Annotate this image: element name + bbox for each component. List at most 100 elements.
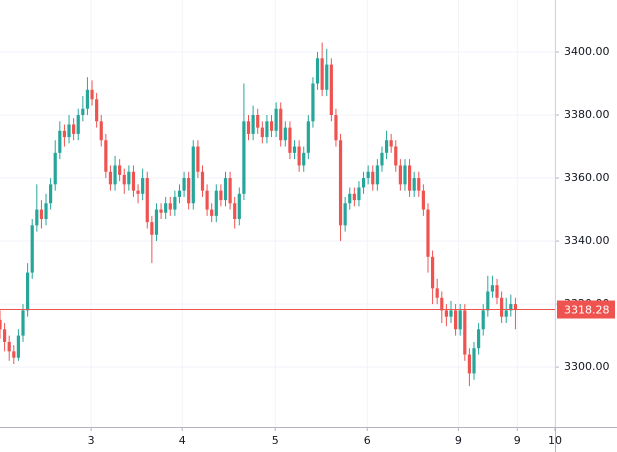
candle-body	[12, 351, 16, 358]
candle-body	[44, 203, 48, 220]
candle-body	[21, 310, 25, 336]
candle-body	[458, 310, 462, 330]
candle-body	[205, 190, 209, 210]
candle-body	[39, 209, 44, 220]
candle-body	[453, 310, 458, 330]
candle-body	[495, 285, 499, 298]
candle-body	[131, 171, 136, 191]
candle-body	[292, 146, 297, 153]
candle-body	[426, 209, 430, 257]
candle-body	[177, 190, 182, 197]
y-tick-label: 3380.00	[564, 108, 610, 121]
candle-body	[288, 127, 292, 153]
price-label-box	[557, 300, 615, 319]
y-tick-label: 3340.00	[564, 234, 610, 247]
candle-body	[62, 130, 67, 138]
candle-body	[269, 121, 274, 131]
candle-body	[260, 127, 264, 138]
candle-body	[361, 178, 366, 188]
candle-body	[16, 335, 21, 358]
candle-body	[81, 108, 85, 116]
candle-body	[394, 146, 398, 166]
candle-body	[403, 165, 407, 185]
candle-body	[407, 165, 412, 191]
candle-body	[58, 130, 62, 153]
candle-body	[311, 83, 315, 122]
x-tick-label: 9	[514, 434, 521, 447]
candle-body	[49, 184, 53, 204]
candle-body	[219, 190, 223, 201]
candle-body	[389, 140, 393, 147]
candle-body	[99, 121, 103, 141]
candle-body	[196, 146, 200, 172]
candle-body	[357, 187, 361, 201]
candle-body	[233, 203, 237, 220]
candle-body	[380, 152, 384, 166]
candle-body	[187, 178, 191, 204]
candle-body	[108, 171, 113, 185]
candle-body	[141, 178, 145, 194]
candle-body	[223, 178, 228, 201]
candle-body	[0, 319, 2, 330]
candle-body	[513, 304, 518, 310]
candle-body	[334, 115, 338, 141]
candle-body	[26, 272, 30, 311]
candle-body	[67, 124, 71, 138]
candle-body	[214, 190, 218, 216]
candle-body	[256, 115, 260, 128]
price-label: 3318.28	[564, 304, 610, 317]
candle-body	[343, 203, 347, 226]
candle-body	[440, 297, 444, 311]
candle-body	[90, 89, 94, 100]
x-tick-label: 10	[548, 434, 562, 447]
candle-body	[136, 190, 140, 194]
candle-body	[384, 140, 389, 153]
candle-body	[164, 203, 168, 213]
y-tick-label: 3360.00	[564, 171, 610, 184]
candle-body	[490, 285, 495, 292]
candle-body	[504, 310, 508, 317]
candle-body	[472, 348, 476, 374]
candle-body	[325, 64, 329, 90]
candle-body	[283, 127, 287, 141]
candle-body	[53, 152, 57, 185]
candle-body	[95, 99, 99, 122]
candle-body	[500, 297, 504, 317]
candle-body	[329, 64, 333, 116]
candle-body	[444, 310, 448, 317]
candle-body	[228, 178, 232, 204]
candle-body	[113, 165, 117, 185]
x-tick-label: 4	[179, 434, 186, 447]
candle-body	[122, 174, 126, 185]
candle-body	[371, 171, 375, 185]
candle-body	[246, 121, 251, 134]
candle-body	[412, 178, 416, 191]
candle-body	[274, 108, 278, 131]
candle-body	[168, 203, 172, 210]
candle-body	[297, 146, 301, 166]
candle-body	[348, 193, 352, 204]
candle-body	[145, 178, 149, 223]
x-tick-label: 5	[272, 434, 279, 447]
x-tick-label: 3	[88, 434, 95, 447]
candle-body	[191, 146, 195, 204]
candle-body	[242, 121, 246, 194]
candle-body	[265, 121, 269, 138]
candle-body	[35, 209, 39, 226]
candle-body	[200, 171, 205, 191]
candle-body	[104, 140, 108, 172]
candle-body	[118, 165, 122, 175]
candle-body	[30, 225, 34, 273]
candle-body	[315, 58, 320, 84]
candle-body	[481, 310, 485, 330]
x-tick-label: 9	[455, 434, 462, 447]
candle-body	[150, 222, 154, 235]
candle-body	[421, 190, 425, 210]
candle-body	[237, 193, 241, 220]
candle-body	[182, 178, 186, 191]
y-tick-label: 3300.00	[564, 360, 610, 373]
candle-body	[320, 58, 324, 90]
candle-body	[486, 291, 490, 311]
candle-body	[366, 171, 370, 179]
